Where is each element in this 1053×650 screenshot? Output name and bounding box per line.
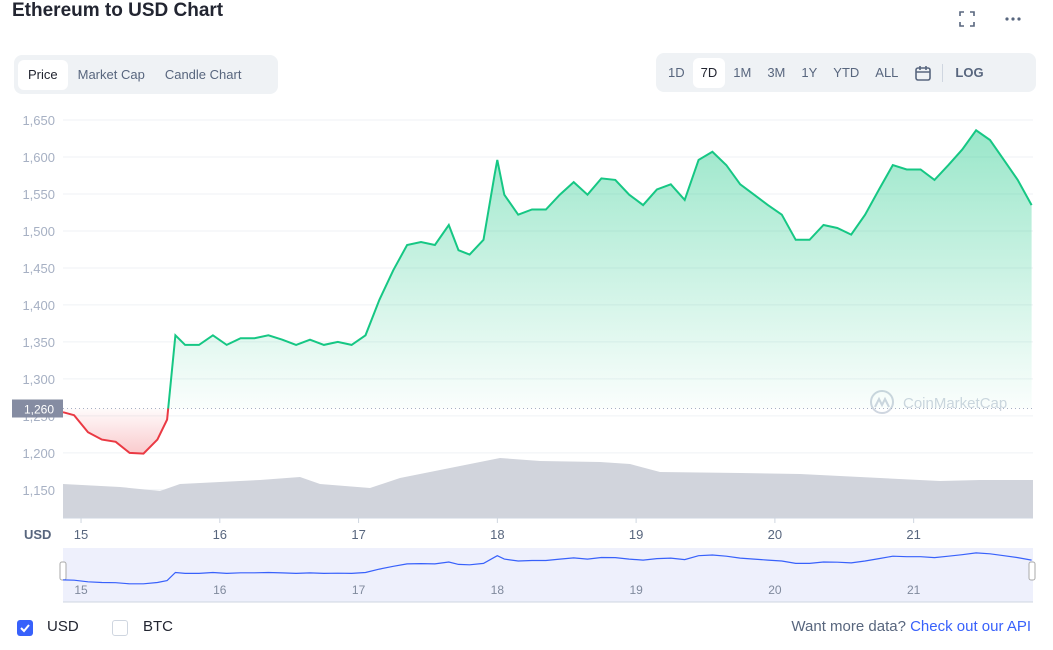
footer-text: Want more data? — [791, 618, 906, 635]
btc-checkbox[interactable] — [112, 620, 128, 636]
navigator-tick-label: 18 — [491, 583, 505, 597]
x-tick-label: 18 — [490, 527, 504, 542]
api-link[interactable]: Check out our API — [910, 618, 1031, 635]
divider — [942, 63, 944, 82]
x-tick-label: 15 — [74, 527, 88, 542]
y-tick-label: 1,200 — [22, 446, 55, 461]
btc-label: BTC — [143, 618, 173, 635]
top-icons[interactable] — [958, 10, 1028, 28]
y-tick-label: 1,550 — [22, 187, 55, 202]
y-tick-label: 1,650 — [22, 113, 55, 128]
range-button[interactable]: 1Y — [801, 64, 818, 80]
range-button[interactable]: 1D — [668, 64, 685, 80]
navigator-tick-label: 20 — [768, 583, 782, 597]
usd-checkbox[interactable] — [17, 620, 33, 636]
price-line — [62, 128, 1033, 455]
range-button[interactable]: ALL — [875, 64, 899, 80]
navigator-tick-label: 16 — [213, 583, 227, 597]
tab[interactable]: Market Cap — [77, 66, 145, 82]
y-tick-label: 1,400 — [22, 298, 55, 313]
tab[interactable]: Price — [18, 59, 68, 90]
navigator-tick-label: 19 — [629, 583, 643, 597]
tab-panel: Price Market Cap Candle Chart — [14, 55, 278, 94]
log-button[interactable]: LOG — [955, 64, 984, 80]
navigator-handle[interactable] — [59, 561, 67, 581]
price-area — [63, 130, 1032, 454]
x-tick-label: 20 — [768, 527, 782, 542]
range-panel: 1D 7D 1M 3M 1Y YTD ALL LOG — [656, 53, 1036, 92]
navigator-line — [62, 552, 1032, 585]
y-tick-label: 1,500 — [22, 224, 55, 239]
navigator-tick-label: 17 — [352, 583, 366, 597]
navigator-handle[interactable] — [1028, 561, 1036, 581]
y-tick-label: 1,150 — [22, 483, 55, 498]
volume-area — [63, 458, 1033, 518]
range-button[interactable]: 1M — [733, 64, 752, 80]
x-tick-label: 21 — [906, 527, 920, 542]
chart: CoinMarketCap 1,1501,2001,2501,3001,3501… — [12, 113, 1036, 603]
footer: Want more data? Check out our API — [791, 618, 1031, 635]
y-tick-label: 1,300 — [22, 372, 55, 387]
navigator-bg — [63, 548, 1033, 602]
x-axis-label: USD — [24, 527, 51, 542]
x-tick-label: 16 — [213, 527, 227, 542]
usd-label: USD — [47, 618, 79, 635]
x-tick-label: 19 — [629, 527, 643, 542]
tab[interactable]: Candle Chart — [164, 66, 242, 82]
y-tick-label: 1,450 — [22, 261, 55, 276]
range-button[interactable]: 7D — [692, 57, 726, 88]
navigator-tick-label: 15 — [74, 583, 88, 597]
navigator-tick-label: 21 — [907, 583, 921, 597]
calendar-button[interactable] — [914, 64, 932, 82]
x-tick-label: 17 — [351, 527, 365, 542]
baseline-label-bg — [12, 399, 63, 418]
y-tick-label: 1,600 — [22, 150, 55, 165]
calendar-icon — [915, 65, 932, 81]
baseline-label: 1,260 — [24, 403, 54, 417]
page-title: Ethereum to USD Chart — [12, 0, 224, 21]
range-button[interactable]: 3M — [767, 64, 786, 80]
range-button[interactable]: YTD — [833, 64, 860, 80]
y-tick-label: 1,350 — [22, 335, 55, 350]
